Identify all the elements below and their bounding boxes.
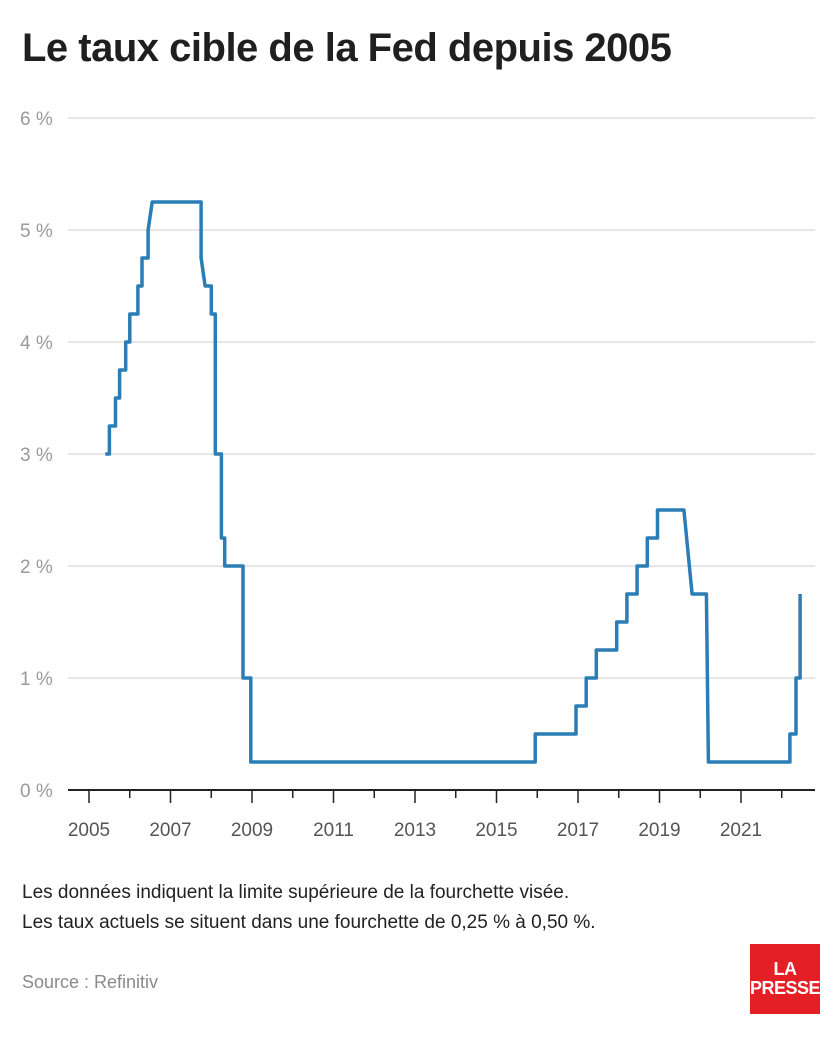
page-title: Le taux cible de la Fed depuis 2005: [22, 26, 672, 70]
logo-line: LA: [773, 959, 798, 979]
x-tick-label: 2015: [475, 820, 517, 841]
logo-line: PRESSE: [749, 978, 821, 998]
x-tick-label: 2007: [149, 820, 191, 841]
y-tick-label: 0 %: [20, 781, 53, 802]
series-layer: [105, 200, 802, 764]
source-text: Source : Refinitiv: [22, 972, 159, 992]
note-line: Les taux actuels se situent dans une fou…: [22, 912, 596, 933]
series-line-fed-rate: [105, 200, 802, 764]
x-axis: [68, 789, 815, 803]
y-tick-label: 1 %: [20, 669, 53, 690]
y-tick-label: 5 %: [20, 221, 53, 242]
x-tick-label: 2021: [720, 820, 762, 841]
y-tick-label: 3 %: [20, 445, 53, 466]
x-axis-ticks: 2005 2007 2009 2011 2013 2015 2017 2019 2021: [68, 820, 762, 841]
x-tick-label: 2009: [231, 820, 273, 841]
y-axis-ticks: 0 % 1 % 2 % 3 % 4 % 5 % 6 %: [20, 109, 53, 802]
x-tick-label: 2011: [313, 820, 354, 841]
rate-chart: 0 %1 %2 %3 %4 %5 %6 % 2005 2007 2009 2011 20…: [20, 109, 815, 841]
chart-note: Les données indiquent la limite supérieu…: [22, 878, 596, 938]
grid-lines: [68, 117, 815, 679]
y-tick-label: 2 %: [20, 557, 53, 578]
note-line: Les données indiquent la limite supérieu…: [22, 882, 570, 903]
x-tick-label: 2019: [638, 820, 680, 841]
x-tick-label: 2005: [68, 820, 110, 841]
y-tick-label: 4 %: [20, 333, 53, 354]
x-tick-label: 2013: [394, 820, 436, 841]
la-presse-logo: LA PRESSE: [749, 944, 821, 1014]
y-tick-label: 6 %: [20, 109, 53, 130]
x-tick-label: 2017: [557, 820, 599, 841]
